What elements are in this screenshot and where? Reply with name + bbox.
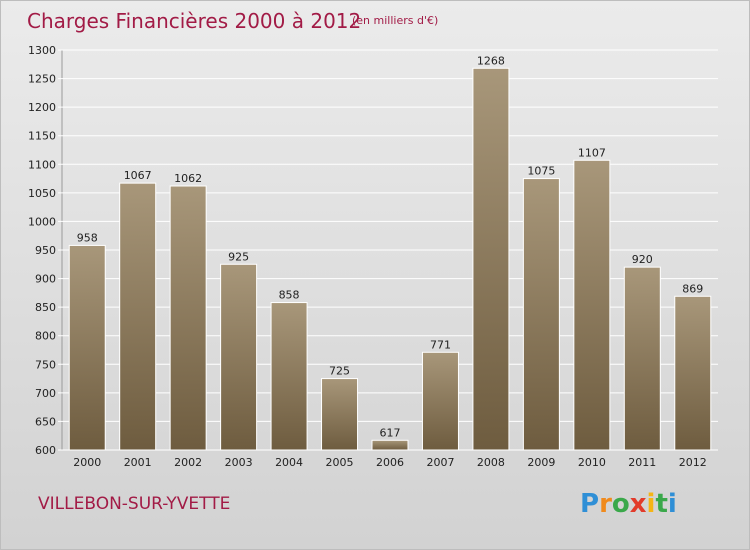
y-tick-label: 1300	[28, 44, 56, 57]
place-name: VILLEBON-SUR-YVETTE	[38, 494, 231, 514]
y-tick-label: 600	[35, 444, 56, 457]
x-tick-label-2004: 2004	[275, 456, 303, 469]
x-tick-label-2011: 2011	[628, 456, 656, 469]
logo-letter: t	[655, 489, 668, 519]
y-tick-label: 950	[35, 244, 56, 257]
bar-2009	[522, 178, 560, 451]
bar-2006	[371, 439, 409, 451]
bar-2008	[472, 67, 510, 451]
bar-2000	[68, 244, 106, 451]
y-axis-ticks: 600 650 700 750 800 850 900 950 1000 1050 1100 1150…	[28, 44, 56, 457]
data-label-2001: 1067	[124, 169, 152, 182]
y-tick-label: 650	[35, 415, 56, 428]
x-tick-label-2012: 2012	[679, 456, 707, 469]
x-tick-label-2003: 2003	[225, 456, 253, 469]
bar-2010	[573, 159, 611, 451]
data-label-2004: 858	[279, 289, 300, 302]
bar-2003	[220, 263, 258, 451]
y-tick-label: 1200	[28, 101, 56, 114]
x-tick-label-2010: 2010	[578, 456, 606, 469]
data-label-2000: 958	[77, 231, 98, 244]
x-tick-label-2002: 2002	[174, 456, 202, 469]
data-label-2009: 1075	[527, 165, 555, 178]
bars	[68, 67, 712, 451]
x-axis-ticks: 2000 2001 2002 2003 2004 2005 2006 2007 2008 2009…	[73, 456, 707, 469]
gridlines	[58, 49, 718, 451]
bar-2001	[119, 182, 157, 451]
data-label-2005: 725	[329, 365, 350, 378]
proxiti-logo: Proxiti	[580, 489, 677, 519]
bar-2012	[674, 295, 712, 451]
y-tick-label: 850	[35, 301, 56, 314]
y-tick-label: 800	[35, 330, 56, 343]
logo-letter: r	[599, 489, 612, 519]
x-tick-label-2009: 2009	[527, 456, 555, 469]
logo-letter: o	[611, 489, 630, 519]
bar-2004	[270, 302, 308, 451]
y-tick-label: 1150	[28, 130, 56, 143]
y-tick-label: 750	[35, 358, 56, 371]
logo-letter: i	[646, 489, 656, 519]
y-tick-label: 900	[35, 273, 56, 286]
chart-title: Charges Financières 2000 à 2012	[27, 9, 362, 33]
y-tick-label: 1250	[28, 73, 56, 86]
data-label-2008: 1268	[477, 54, 505, 67]
bar-2007	[421, 351, 459, 451]
bar-2005	[321, 378, 359, 451]
data-label-2010: 1107	[578, 146, 606, 159]
x-tick-label-2005: 2005	[326, 456, 354, 469]
data-label-2006: 617	[380, 426, 401, 439]
bar-2011	[623, 266, 661, 451]
y-tick-label: 1100	[28, 158, 56, 171]
data-label-2011: 920	[632, 253, 653, 266]
y-tick-label: 1050	[28, 187, 56, 200]
data-label-2012: 869	[682, 282, 703, 295]
logo-letter: i	[667, 489, 677, 519]
logo-letter: x	[629, 489, 647, 519]
logo-letter: P	[580, 489, 600, 519]
x-tick-label-2006: 2006	[376, 456, 404, 469]
bar-2002	[169, 185, 207, 451]
x-tick-label-2001: 2001	[124, 456, 152, 469]
data-label-2002: 1062	[174, 172, 202, 185]
chart-subtitle: (en milliers d'€)	[352, 14, 439, 27]
data-label-2003: 925	[228, 250, 249, 263]
data-label-2007: 771	[430, 338, 451, 351]
y-tick-label: 1000	[28, 215, 56, 228]
data-labels: 958 1067 1062 925 858 725 617 771 1268 1075 1107 92…	[77, 54, 704, 439]
y-tick-label: 700	[35, 387, 56, 400]
x-tick-label-2008: 2008	[477, 456, 505, 469]
x-tick-label-2000: 2000	[73, 456, 101, 469]
x-tick-label-2007: 2007	[426, 456, 454, 469]
